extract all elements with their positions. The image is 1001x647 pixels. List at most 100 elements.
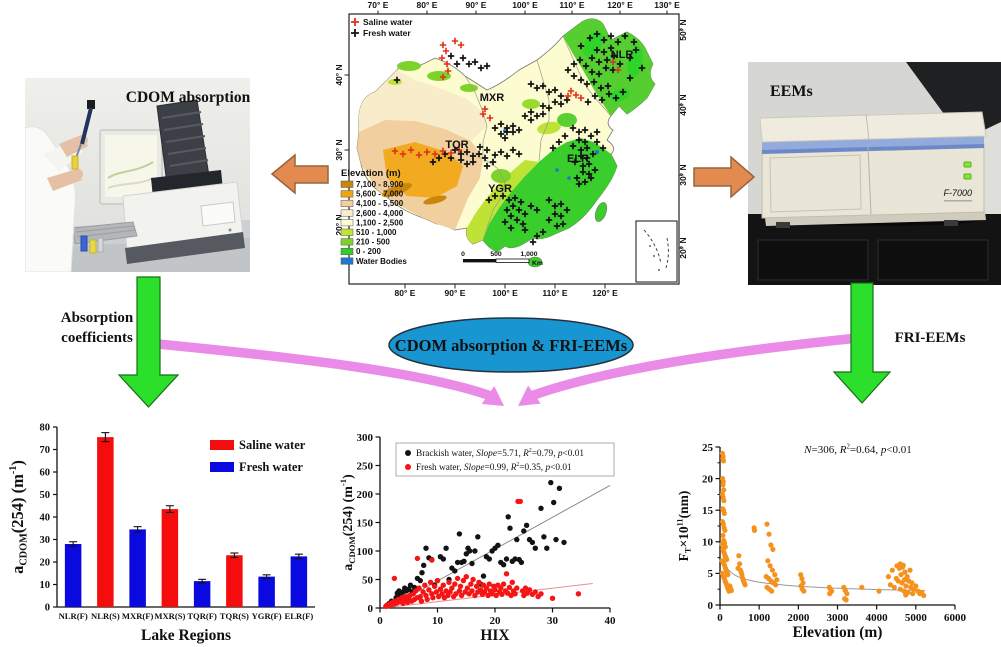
data-point xyxy=(719,541,725,547)
sample-site-marker xyxy=(614,38,622,46)
sample-site-marker xyxy=(587,174,595,182)
sample-site-marker xyxy=(479,110,487,118)
bar xyxy=(97,437,114,607)
sample-site-marker xyxy=(511,194,519,202)
data-point xyxy=(449,585,455,591)
legend-entry: Fresh water, Slope=0.99, R2=0.35, p<0.01 xyxy=(416,462,572,473)
sample-site-marker xyxy=(477,64,485,72)
sample-site-marker xyxy=(584,98,592,106)
bench-drawer-2 xyxy=(877,239,989,281)
svg-text:40: 40 xyxy=(605,615,617,627)
svg-text:6000: 6000 xyxy=(944,612,967,624)
data-point xyxy=(517,498,523,505)
data-point xyxy=(722,527,728,533)
sample-site-marker xyxy=(557,212,565,220)
data-point xyxy=(503,556,510,562)
sample-site-marker xyxy=(521,226,529,234)
sample-site-marker xyxy=(507,224,515,232)
f7000-spectrometer: F-7000 xyxy=(759,111,987,228)
bar xyxy=(161,509,179,607)
sample-site-marker xyxy=(593,30,601,38)
elevation-swatch-label: 510 - 1,000 xyxy=(356,228,397,237)
svg-text:5: 5 xyxy=(708,568,714,580)
data-point xyxy=(765,558,771,564)
sample-site-marker xyxy=(626,74,634,82)
legend-swatch xyxy=(210,440,234,450)
graticule-label: 100° E xyxy=(512,0,538,10)
lake-poyang xyxy=(567,176,571,180)
data-point xyxy=(523,522,530,528)
legend-label: Fresh water xyxy=(239,460,303,474)
sample-site-marker xyxy=(501,134,509,142)
sample-site-marker xyxy=(533,112,541,120)
svg-text:3000: 3000 xyxy=(827,612,850,624)
sample-door xyxy=(769,154,862,213)
data-point xyxy=(434,577,441,584)
sample-site-marker xyxy=(577,42,585,50)
sample-site-marker xyxy=(503,152,511,160)
bar xyxy=(193,581,211,607)
sample-site-marker xyxy=(563,96,571,104)
data-point xyxy=(889,567,895,573)
data-point xyxy=(553,536,559,543)
region-label: ELR xyxy=(567,153,589,165)
south-china-sea-inset xyxy=(635,220,678,283)
data-point xyxy=(769,588,775,594)
sample-site-marker xyxy=(497,130,505,138)
data-point xyxy=(440,582,446,588)
sample-site-marker xyxy=(630,38,638,46)
center-ellipse: CDOM absorption & FRI-EEMs xyxy=(388,317,634,373)
data-point xyxy=(898,572,904,578)
data-point xyxy=(480,573,487,579)
elevation-swatch-label: 5,600 - 7,000 xyxy=(356,190,404,199)
data-point xyxy=(439,591,445,597)
sample-site-marker xyxy=(509,202,517,210)
bar xyxy=(129,529,146,607)
data-point xyxy=(483,585,490,591)
data-point xyxy=(736,553,742,559)
category-label: ELR(F) xyxy=(285,611,314,621)
sample-site-marker xyxy=(576,56,584,64)
sample-site-marker xyxy=(614,66,622,74)
sample-site-marker xyxy=(407,146,415,154)
patch-ordos xyxy=(522,99,540,109)
lake-tai xyxy=(595,150,599,154)
map-annotations: NLR MXR TQR ELR YGR 70° E 80° E 90° E 100° E 110°… xyxy=(335,0,688,298)
china-sampling-map: NLR MXR TQR ELR YGR 70° E 80° E 90° E 100° E 110°… xyxy=(335,0,688,298)
data-point xyxy=(469,560,475,567)
sample-site-marker xyxy=(579,162,587,170)
svg-text:25: 25 xyxy=(702,442,714,454)
data-point xyxy=(454,559,461,566)
map-frame xyxy=(348,13,680,285)
monitor xyxy=(99,129,163,205)
bar xyxy=(64,544,82,607)
data-point xyxy=(751,527,758,533)
scalebar-label: 1,000 xyxy=(520,251,537,258)
data-point xyxy=(505,514,511,520)
data-point xyxy=(421,562,427,568)
sample-site-marker xyxy=(423,148,431,156)
sample-site-marker xyxy=(557,200,565,208)
bar xyxy=(226,555,243,607)
sample-site-marker xyxy=(476,143,484,151)
sample-site-marker xyxy=(577,94,585,102)
data-point xyxy=(457,583,464,589)
led-2 xyxy=(963,173,972,180)
data-point xyxy=(452,581,458,587)
sample-site-marker xyxy=(451,37,459,45)
data-point xyxy=(538,591,544,597)
sample-site-marker xyxy=(539,228,547,236)
category-label: TQR(F) xyxy=(187,611,217,621)
data-point xyxy=(910,591,916,597)
data-point xyxy=(463,574,469,580)
data-point xyxy=(720,458,727,464)
sample-site-marker xyxy=(533,206,541,214)
data-point xyxy=(532,589,538,595)
graticule-label: 40° N xyxy=(335,64,344,85)
sample-site-marker xyxy=(431,150,439,158)
data-point xyxy=(469,588,475,594)
patch-northchina xyxy=(557,113,577,127)
data-point xyxy=(844,591,850,597)
scalebar-black xyxy=(463,259,496,263)
graticule-label: 30° N xyxy=(335,139,344,160)
